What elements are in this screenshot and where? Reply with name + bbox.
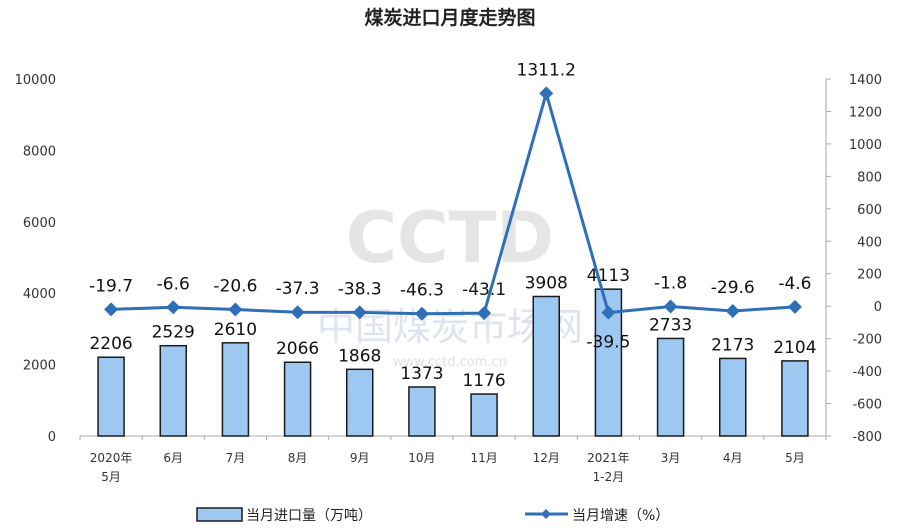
left-axis-tick-label: 2000 [23,359,56,374]
x-axis-tick-label: 6月 [163,451,183,465]
line-data-label: -20.6 [213,277,257,297]
line-data-label: -38.3 [338,279,382,299]
bar-data-label: 1373 [400,364,443,384]
watermark-url: www.cctd.com.cn [393,355,507,370]
left-axis-tick-label: 6000 [23,216,56,231]
bar-data-label: 2173 [711,335,754,355]
line-point [290,305,305,320]
watermark-logo: CCTD [346,197,555,279]
bar [656,337,685,437]
bar [470,393,498,437]
line-data-label: 1311.2 [517,60,576,80]
right-axis-tick-label: -400 [852,365,882,380]
line-data-label: -29.6 [711,278,755,298]
legend-line-label: 当月增速（%） [572,508,669,524]
right-axis-tick-label: 800 [857,170,882,185]
right-axis-tick-label: 1200 [849,105,882,120]
line-point [787,299,802,314]
bar-data-label: 4113 [587,266,630,286]
x-axis-tick-label: 5月 [785,451,805,465]
right-axis-tick-label: 200 [857,268,882,283]
x-axis-tick-label: 7月 [226,451,246,465]
legend-bar-label: 当月进口量（万吨） [246,508,372,524]
bar-data-label: 1868 [338,346,381,366]
right-axis-tick-label: -200 [852,333,882,348]
bar-data-label: 2529 [152,323,195,343]
bar [346,368,374,437]
chart-title: 煤炭进口月度走势图 [364,6,535,29]
x-axis-tick-label: 2021年 [587,451,630,465]
bar-data-label: 2733 [649,315,692,335]
line-data-label: -1.8 [654,273,687,293]
line-point [663,299,678,314]
bar [159,344,187,437]
line-data-label: -39.5 [586,333,630,353]
bar [719,357,747,437]
bar-data-label: 2206 [89,334,132,354]
right-axis-tick-label: -800 [852,430,882,445]
x-axis-tick-label: 8月 [288,451,308,465]
bar-data-label: 2104 [773,338,816,358]
bar-data-label: 1176 [462,371,505,391]
right-axis-tick-label: 1400 [849,73,882,88]
left-axis-tick-label: 4000 [23,287,56,302]
right-axis-tick-label: 400 [857,235,882,250]
bar-data-label: 2610 [214,320,257,340]
bar [97,356,125,437]
legend-line-marker [541,509,551,519]
x-axis-tick-label: 4月 [723,451,743,465]
x-axis-tick-label: 2020年 [90,451,133,465]
right-axis-tick-label: 1000 [849,138,882,153]
bar [408,386,436,437]
bar [594,288,623,437]
line-data-label: -4.6 [778,274,811,294]
line-data-label: -37.3 [276,279,320,299]
left-axis-tick-label: 0 [48,430,56,445]
line-data-label: -46.3 [400,281,444,301]
line-point [228,302,243,317]
line-series [111,87,796,316]
line-point [104,302,119,317]
line-point [352,305,367,320]
x-axis-tick-label: 5月 [101,470,121,484]
right-axis-tick-label: 0 [874,300,882,315]
bar [532,295,560,437]
line-point [477,306,492,321]
bar [221,342,250,437]
left-axis-tick-label: 8000 [23,144,56,159]
legend-bar-swatch [196,507,243,522]
bar [283,361,312,437]
x-axis-tick-label: 12月 [533,451,560,465]
right-axis-tick-label: -600 [852,398,882,413]
line-data-label: -6.6 [157,274,190,294]
line-point [725,303,740,318]
bar-data-label: 2066 [276,339,319,359]
x-axis-tick-label: 1-2月 [593,470,625,484]
bar-data-label: 3908 [525,273,568,293]
bar [781,360,809,437]
left-axis-tick-label: 10000 [15,73,56,88]
line-point [601,305,616,320]
line-point [166,300,181,315]
line-point [414,306,429,321]
x-axis-tick-label: 10月 [408,451,435,465]
right-axis-tick-label: 600 [857,203,882,218]
line-point [539,86,554,101]
x-axis-tick-label: 3月 [661,451,681,465]
x-axis-tick-label: 11月 [470,451,497,465]
x-axis-tick-label: 9月 [350,451,370,465]
line-data-label: -43.1 [462,280,506,300]
line-data-label: -19.7 [89,276,133,296]
